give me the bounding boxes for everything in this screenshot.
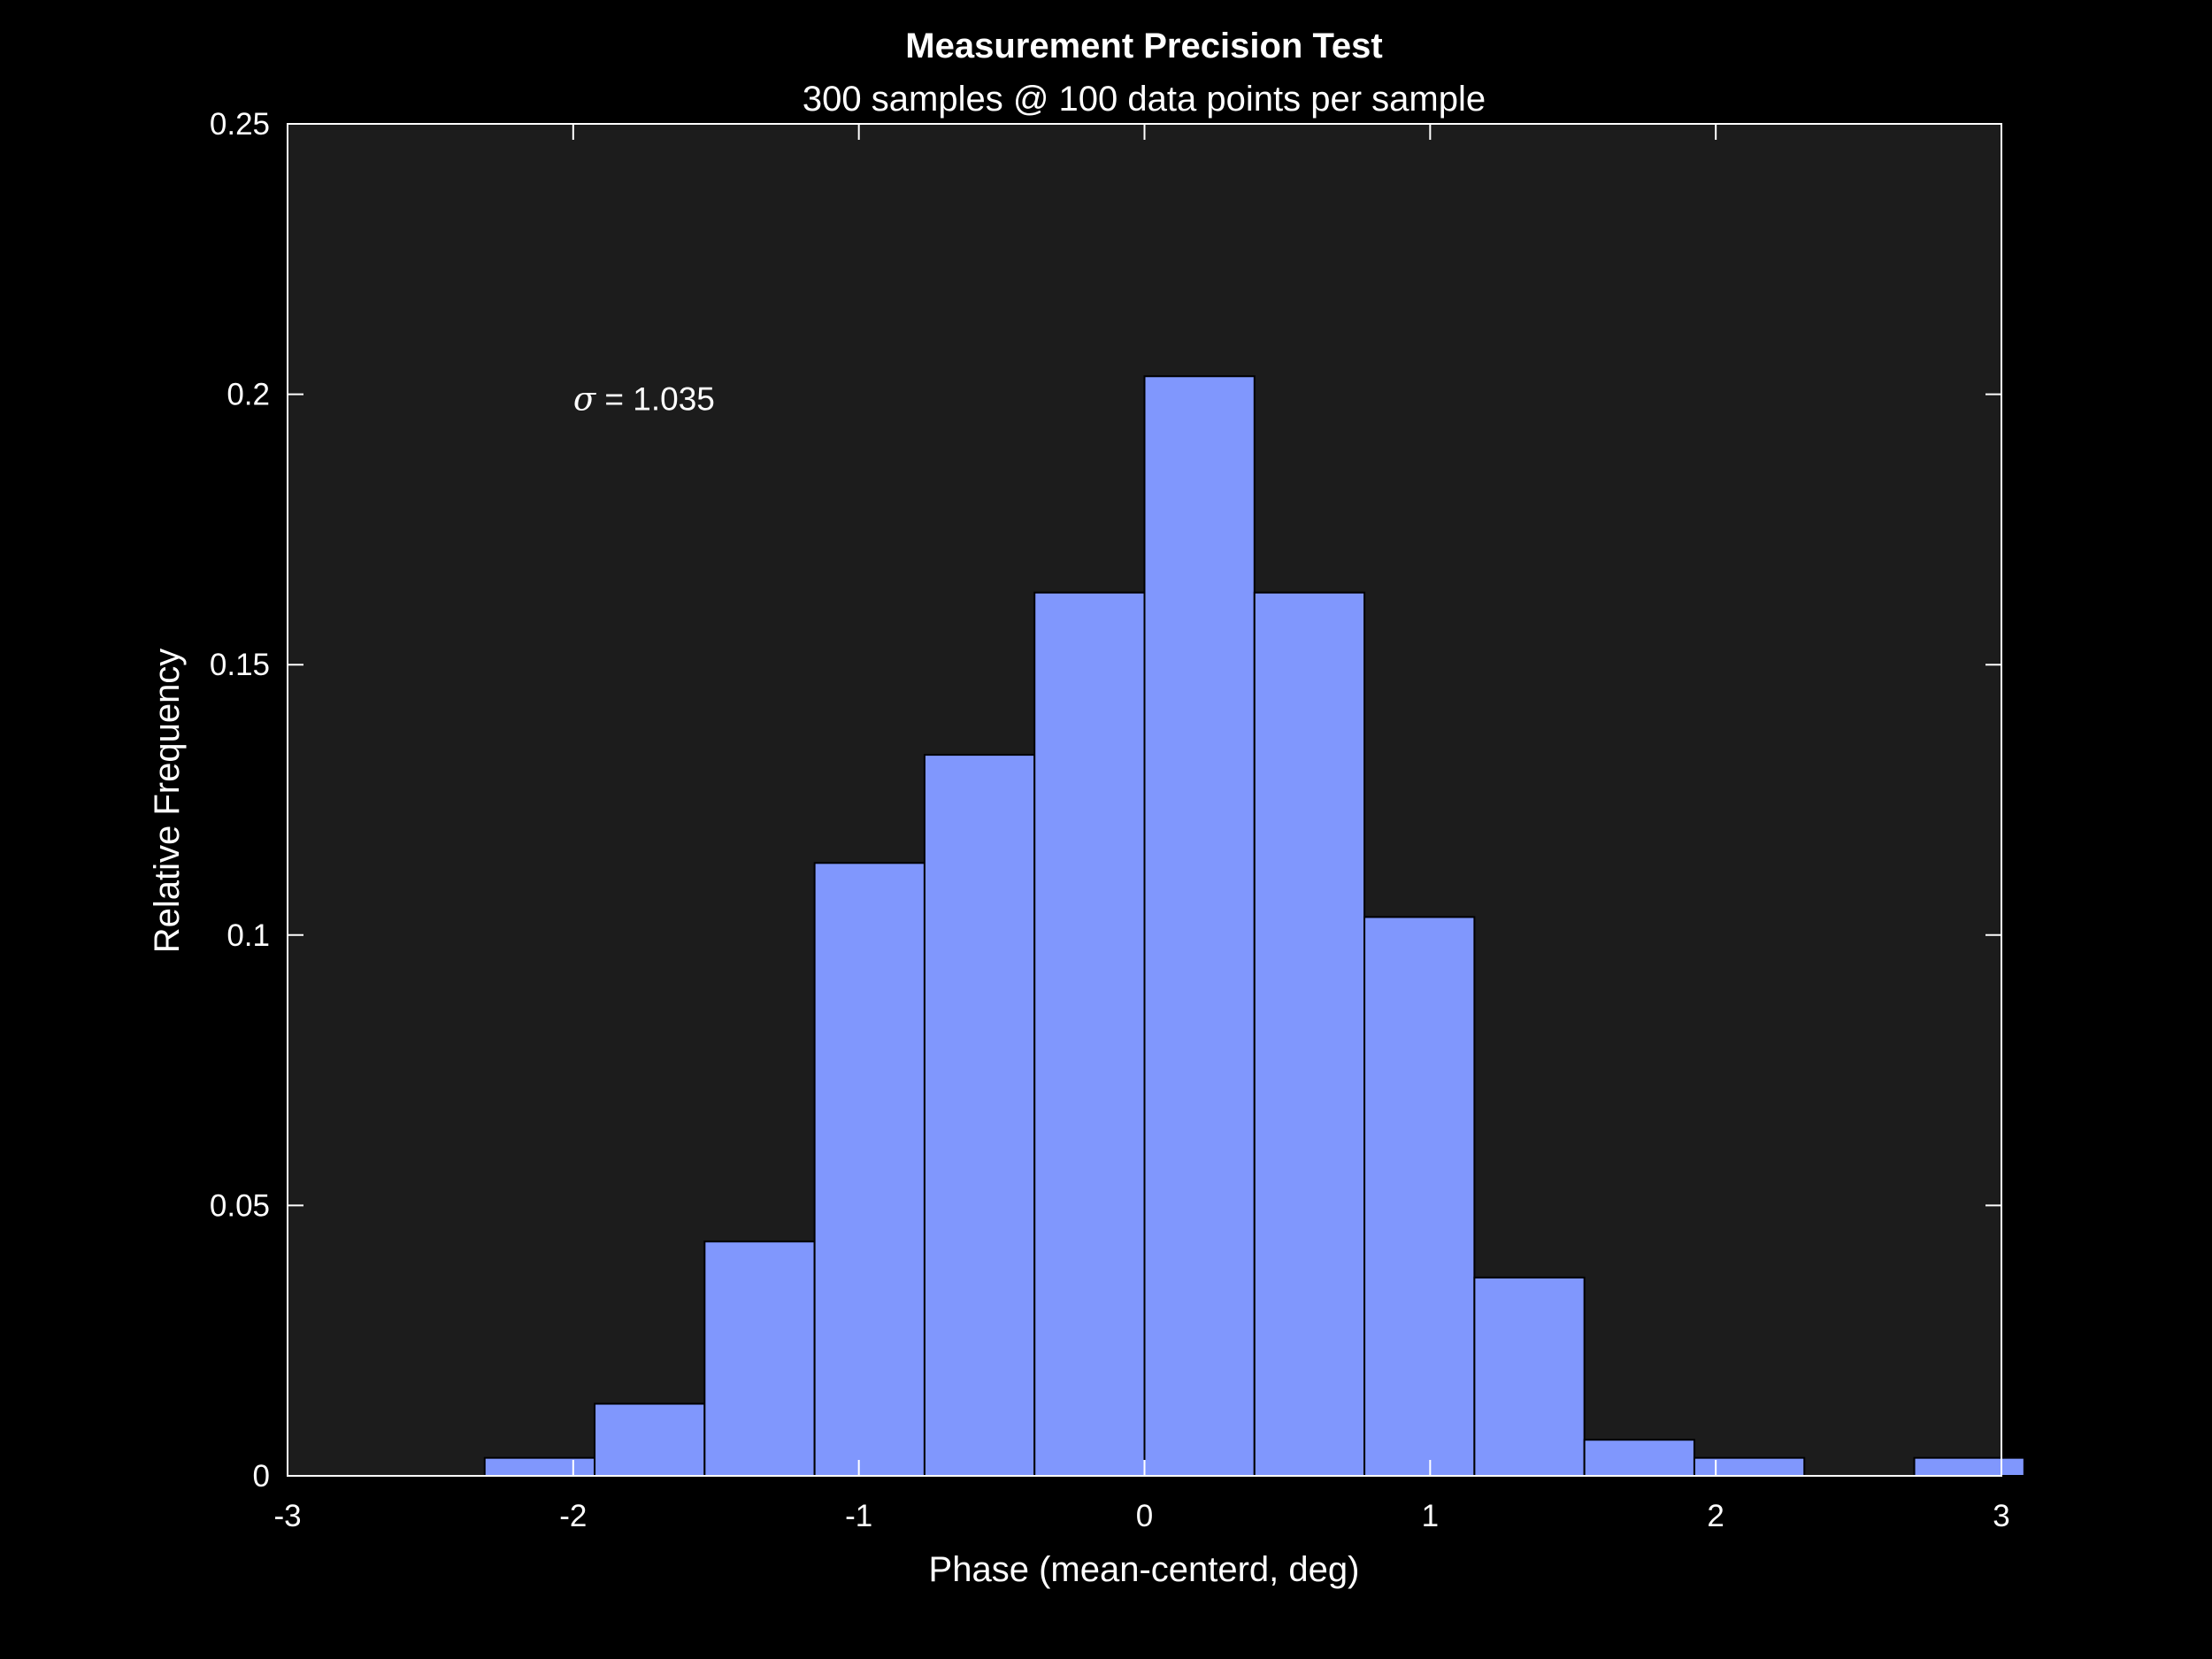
y-axis-label: Relative Frequency: [148, 649, 187, 954]
histogram-bar-1: [594, 1402, 706, 1478]
sigma-annotation: σ = 1.035: [573, 380, 715, 419]
ticks-group: [288, 124, 2001, 1476]
y-tick-label: 0: [253, 1459, 270, 1494]
histogram-bar-10: [1583, 1439, 1695, 1477]
histogram-bar-0: [483, 1456, 596, 1478]
sigma-symbol: σ: [573, 380, 597, 419]
chart-title: Measurement Precision Test: [905, 27, 1382, 65]
tick-labels-group: -3 -2 -1 0 1 2 3 0 0.05 0.1 0.15 0.2 0.25: [210, 107, 2010, 1533]
histogram-bar-3: [813, 862, 926, 1477]
x-axis-label: Phase (mean-centerd, deg): [929, 1550, 1360, 1589]
x-tick-label: 1: [1422, 1499, 1439, 1533]
chart-subtitle: 300 samples @ 100 data points per sample: [803, 80, 1486, 119]
y-tick-label: 0.25: [210, 107, 270, 142]
histogram-bar-8: [1363, 916, 1476, 1477]
y-tick-label: 0.15: [210, 648, 270, 682]
x-tick-label: 2: [1707, 1499, 1724, 1533]
histogram-bar-6: [1143, 375, 1256, 1477]
histogram-bar-11: [1693, 1456, 1806, 1478]
y-tick-label: 0.1: [227, 918, 270, 953]
histogram-bar-2: [703, 1240, 816, 1477]
histogram-bar-9: [1473, 1276, 1586, 1477]
x-tick-label: 0: [1136, 1499, 1153, 1533]
x-tick-label: -3: [273, 1499, 301, 1533]
histogram-bar-4: [923, 754, 1036, 1477]
y-tick-label: 0.2: [227, 378, 270, 412]
bars-group: [483, 375, 2025, 1478]
x-tick-label: 3: [1993, 1499, 2009, 1533]
x-tick-label: -1: [845, 1499, 872, 1533]
sigma-value: = 1.035: [595, 381, 715, 418]
histogram-bar-7: [1253, 591, 1366, 1477]
histogram-bar-12: [1913, 1456, 2025, 1478]
x-tick-label: -2: [559, 1499, 587, 1533]
histogram-bar-5: [1033, 591, 1146, 1477]
y-tick-label: 0.05: [210, 1188, 270, 1223]
